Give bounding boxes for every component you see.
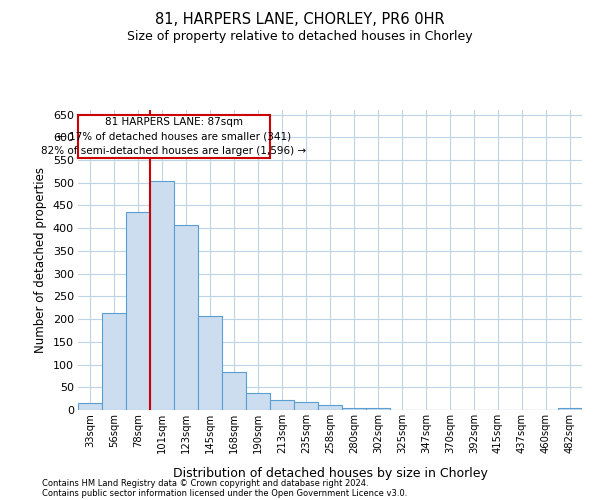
Bar (366, 408, 390, 410)
Bar (174, 225, 198, 410)
Text: 81, HARPERS LANE, CHORLEY, PR6 0HR: 81, HARPERS LANE, CHORLEY, PR6 0HR (155, 12, 445, 28)
Y-axis label: Number of detached properties: Number of detached properties (34, 167, 47, 353)
Bar (246, 392, 270, 410)
Bar (342, 408, 366, 410)
Bar (270, 400, 294, 410)
Bar (78, 403, 102, 410)
Bar (102, 313, 126, 410)
Text: Contains public sector information licensed under the Open Government Licence v3: Contains public sector information licen… (42, 488, 407, 498)
Text: Contains HM Land Registry data © Crown copyright and database right 2024.: Contains HM Land Registry data © Crown c… (42, 478, 368, 488)
Bar (294, 402, 318, 410)
Bar (222, 372, 246, 410)
Bar (126, 212, 150, 410)
Text: Size of property relative to detached houses in Chorley: Size of property relative to detached ho… (127, 30, 473, 43)
Bar (558, 408, 582, 410)
Text: 81 HARPERS LANE: 87sqm
← 17% of detached houses are smaller (341)
82% of semi-de: 81 HARPERS LANE: 87sqm ← 17% of detached… (41, 117, 307, 156)
Bar (198, 316, 222, 410)
Bar (150, 182, 174, 410)
FancyBboxPatch shape (78, 116, 270, 158)
X-axis label: Distribution of detached houses by size in Chorley: Distribution of detached houses by size … (173, 467, 487, 480)
Bar (318, 405, 342, 410)
